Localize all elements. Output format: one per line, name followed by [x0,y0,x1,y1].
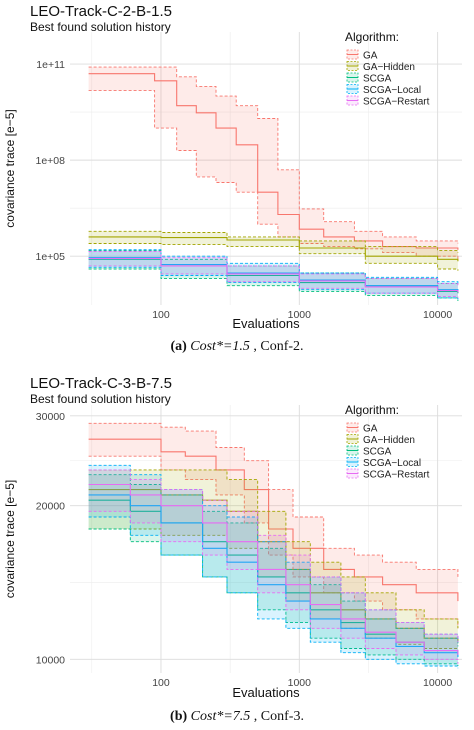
series-upper-bound [88,251,459,286]
y-tick-label: 1e+11 [36,59,65,71]
series-median-line [88,236,459,262]
legend: Algorithm: GAGA−HiddenSCGASCGA−LocalSCGA−… [345,403,430,481]
chart-subtitle: Best found solution history [30,392,171,406]
y-tick-label: 10000 [36,654,65,666]
series-1 [88,66,459,260]
legend-title: Algorithm: [345,403,399,417]
series-upper-bound [88,469,459,629]
series-ribbon [88,465,458,669]
legend-item: GA−Hidden [346,434,415,446]
legend-label: GA [363,424,378,435]
y-tick-label: 20000 [36,501,65,513]
y-tick-label: 1e+05 [36,251,66,263]
series-5 [88,251,459,298]
series-lower-bound [88,89,459,260]
x-tick-label: 10000 [423,309,452,321]
legend-label: GA [363,51,378,62]
legend-label: SCGA−Local [363,458,421,469]
caption-math: Cost*=7.5 [191,709,251,724]
legend: Algorithm: GAGA−HiddenSCGASCGA−LocalSCGA−… [345,30,430,108]
x-tick-label: 1000 [288,309,312,321]
figure-caption: (b) Cost*=7.5 , Conf-3. [170,709,304,724]
series-upper-bound [88,422,459,577]
legend-item: SCGA−Local [346,457,421,469]
series-ribbon [88,231,458,271]
series-median-line [88,73,459,250]
legend-label: SCGA [363,74,392,85]
y-axis-label: covariance trace [e−5] [3,109,17,227]
series-upper-bound [88,66,459,244]
series-lower-bound [88,266,459,300]
series-median-line [88,257,459,293]
x-tick-label: 10000 [423,677,452,689]
legend-item: GA [346,422,378,435]
legend-item: SCGA−Restart [346,95,430,108]
series-lower-bound [88,265,459,298]
legend-title: Algorithm: [345,30,399,44]
series-5 [88,469,459,664]
series-ribbon [88,67,458,260]
x-tick-label: 100 [152,309,170,321]
y-tick-label: 30000 [36,411,65,423]
legend-item: SCGA−Local [346,84,421,96]
y-tick-label: 1e+08 [36,155,66,167]
legend-label: SCGA−Restart [363,470,430,481]
y-axis-label: covariance trace [e−5] [3,480,17,598]
legend-label: SCGA−Local [363,85,421,96]
caption-label: (a) [170,339,190,354]
plot-area [88,66,459,301]
legend-item: SCGA [346,445,392,458]
caption-label: (b) [170,709,191,724]
legend-item: SCGA−Restart [346,468,430,481]
series-lower-bound [88,516,459,669]
series-lower-bound [88,510,459,664]
legend-label: SCGA [363,447,392,458]
x-tick-label: 1000 [288,677,312,689]
legend-label: SCGA−Restart [363,97,430,108]
x-axis-label: Evaluations [232,685,300,700]
series-median-line [88,438,459,602]
series-upper-bound [88,249,459,284]
chart-subtitle: Best found solution history [30,20,171,34]
caption-math: Cost*=1.5 [190,339,250,354]
chart-title: LEO-Track-C-3-B-7.5 [30,375,172,392]
series-upper-bound [88,469,459,643]
legend-label: GA−Hidden [363,435,415,446]
series-ribbon [88,469,458,664]
series-median-line [88,483,459,655]
caption-text: , Conf-2. [250,339,304,354]
caption-text: , Conf-3. [250,709,304,724]
series-lower-bound [88,268,459,301]
legend-item: SCGA [346,72,392,85]
x-axis-label: Evaluations [232,316,300,331]
series-2 [88,230,459,271]
legend-label: GA−Hidden [363,62,415,73]
chart-title: LEO-Track-C-2-B-1.5 [30,3,172,20]
series-lower-bound [88,243,459,271]
x-tick-label: 100 [152,677,170,689]
figure-caption: (a) Cost*=1.5 , Conf-2. [170,339,303,354]
legend-item: GA [346,49,378,62]
plot-area [88,422,459,669]
legend-item: GA−Hidden [346,61,415,73]
